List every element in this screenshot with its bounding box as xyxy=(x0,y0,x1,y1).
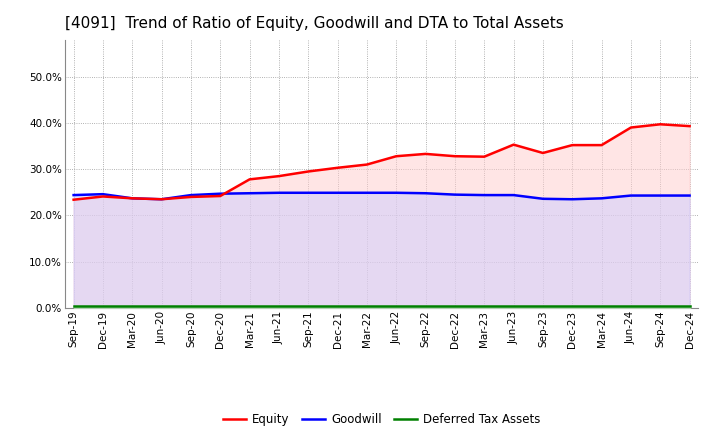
Deferred Tax Assets xyxy=(539,303,547,308)
Goodwill xyxy=(69,192,78,198)
Deferred Tax Assets xyxy=(392,303,400,308)
Goodwill xyxy=(99,191,107,197)
Goodwill xyxy=(157,197,166,202)
Equity xyxy=(216,193,225,198)
Line: Goodwill: Goodwill xyxy=(73,193,690,199)
Goodwill xyxy=(451,192,459,197)
Line: Equity: Equity xyxy=(73,124,690,200)
Goodwill xyxy=(363,190,372,195)
Goodwill xyxy=(509,192,518,198)
Deferred Tax Assets xyxy=(568,303,577,308)
Deferred Tax Assets xyxy=(363,303,372,308)
Equity xyxy=(157,197,166,202)
Deferred Tax Assets xyxy=(157,303,166,308)
Deferred Tax Assets xyxy=(216,303,225,308)
Equity xyxy=(568,143,577,148)
Text: [4091]  Trend of Ratio of Equity, Goodwill and DTA to Total Assets: [4091] Trend of Ratio of Equity, Goodwil… xyxy=(65,16,564,32)
Goodwill xyxy=(626,193,635,198)
Equity xyxy=(69,197,78,202)
Equity xyxy=(598,143,606,148)
Deferred Tax Assets xyxy=(480,303,489,308)
Equity xyxy=(304,169,312,174)
Deferred Tax Assets xyxy=(246,303,254,308)
Equity xyxy=(685,124,694,129)
Goodwill xyxy=(539,196,547,202)
Deferred Tax Assets xyxy=(421,303,430,308)
Goodwill xyxy=(656,193,665,198)
Goodwill xyxy=(685,193,694,198)
Equity xyxy=(392,154,400,159)
Goodwill xyxy=(333,190,342,195)
Equity xyxy=(656,121,665,127)
Deferred Tax Assets xyxy=(304,303,312,308)
Goodwill xyxy=(128,196,137,201)
Equity xyxy=(333,165,342,170)
Deferred Tax Assets xyxy=(186,303,195,308)
Goodwill xyxy=(568,197,577,202)
Deferred Tax Assets xyxy=(685,303,694,308)
Deferred Tax Assets xyxy=(656,303,665,308)
Goodwill xyxy=(304,190,312,195)
Equity xyxy=(480,154,489,159)
Deferred Tax Assets xyxy=(451,303,459,308)
Equity xyxy=(363,162,372,167)
Deferred Tax Assets xyxy=(626,303,635,308)
Goodwill xyxy=(186,192,195,198)
Deferred Tax Assets xyxy=(274,303,283,308)
Deferred Tax Assets xyxy=(69,303,78,308)
Equity xyxy=(626,125,635,130)
Equity xyxy=(421,151,430,157)
Goodwill xyxy=(392,190,400,195)
Deferred Tax Assets xyxy=(99,303,107,308)
Equity xyxy=(246,177,254,182)
Goodwill xyxy=(421,191,430,196)
Goodwill xyxy=(274,190,283,195)
Deferred Tax Assets xyxy=(598,303,606,308)
Deferred Tax Assets xyxy=(333,303,342,308)
Goodwill xyxy=(246,191,254,196)
Deferred Tax Assets xyxy=(509,303,518,308)
Legend: Equity, Goodwill, Deferred Tax Assets: Equity, Goodwill, Deferred Tax Assets xyxy=(218,408,545,431)
Equity xyxy=(274,173,283,179)
Equity xyxy=(451,154,459,159)
Equity xyxy=(186,194,195,200)
Equity xyxy=(509,142,518,147)
Equity xyxy=(539,150,547,156)
Equity xyxy=(128,196,137,201)
Goodwill xyxy=(598,196,606,201)
Deferred Tax Assets xyxy=(128,303,137,308)
Goodwill xyxy=(216,191,225,196)
Equity xyxy=(99,194,107,199)
Goodwill xyxy=(480,192,489,198)
